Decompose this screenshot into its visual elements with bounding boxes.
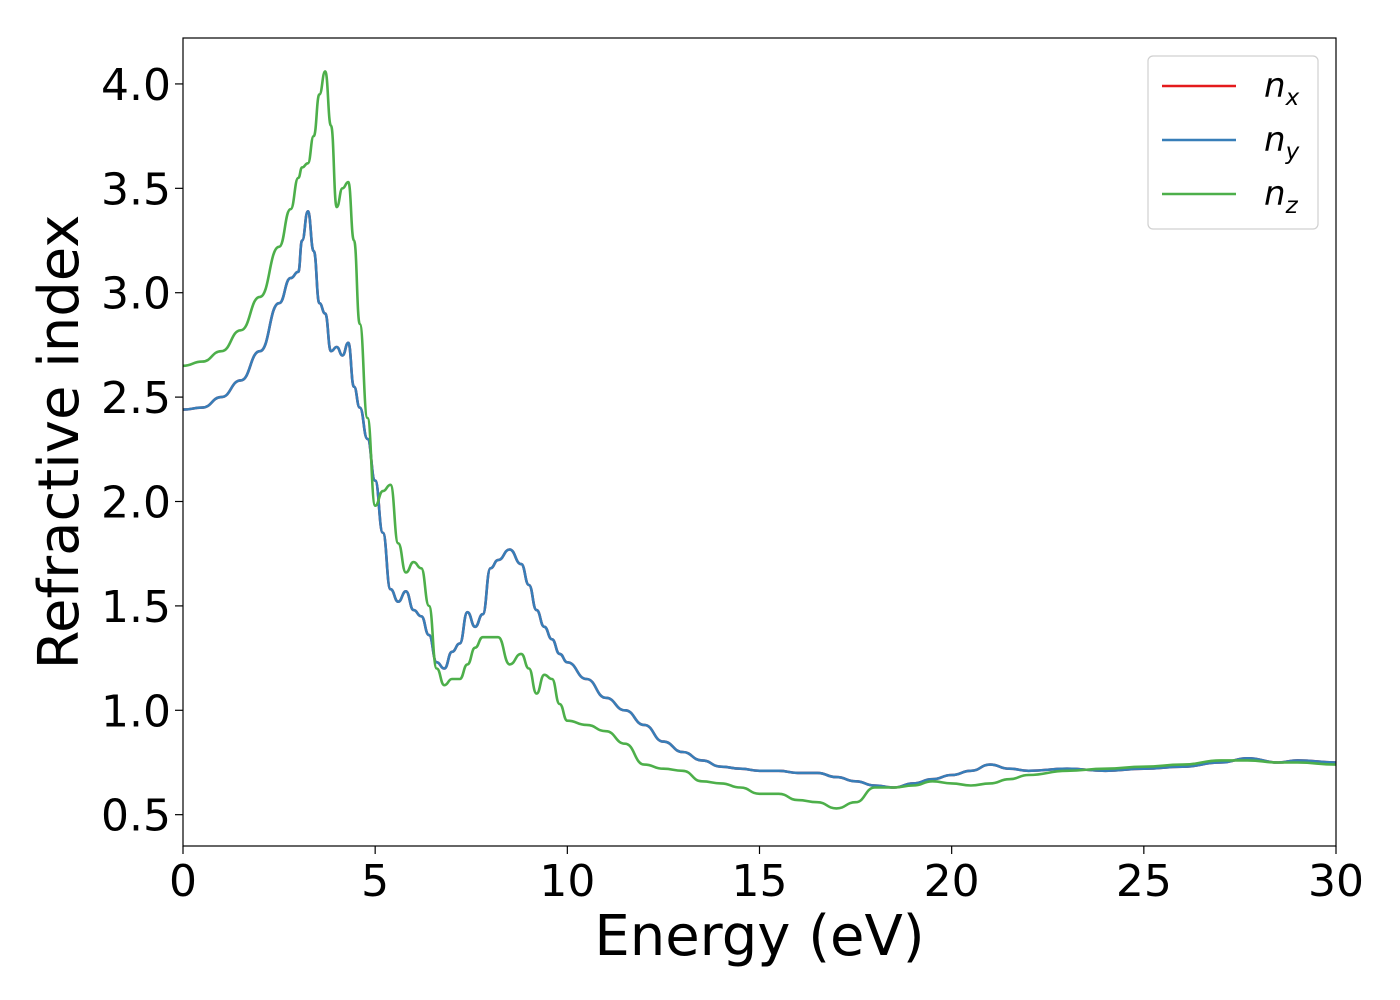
y-tick-label: 2.5 <box>101 373 171 424</box>
legend-label-x: nx <box>1264 66 1300 111</box>
y-tick-label: 1.5 <box>101 582 171 633</box>
y-axis-ticks: 0.5 1.0 1.5 2.0 2.5 3.0 3.5 4.0 <box>101 60 183 842</box>
x-tick-label: 20 <box>924 856 980 907</box>
x-tick-label: 10 <box>539 856 595 907</box>
series-line-x <box>182 210 1337 789</box>
legend-label-y: ny <box>1264 120 1300 165</box>
legend-label-z: nz <box>1264 174 1299 219</box>
legend-label-base: n <box>1264 120 1286 160</box>
series-line-z <box>182 70 1337 810</box>
x-tick-label: 5 <box>361 856 389 907</box>
legend-label-subscript: z <box>1285 193 1299 219</box>
y-axis-title: Refractive index <box>27 215 92 670</box>
x-tick-label: 30 <box>1308 856 1364 907</box>
x-tick-label: 15 <box>732 856 788 907</box>
x-tick-label: 25 <box>1116 856 1172 907</box>
y-tick-label: 1.0 <box>101 686 171 737</box>
y-tick-label: 3.0 <box>101 269 171 320</box>
legend-box <box>1147 55 1319 230</box>
x-axis-title: Energy (eV) <box>594 904 924 969</box>
y-tick-label: 2.0 <box>101 478 171 529</box>
legend-label-subscript: y <box>1285 139 1300 165</box>
legend-label-base: n <box>1264 66 1286 106</box>
y-tick-label: 0.5 <box>101 791 171 842</box>
y-tick-label: 4.0 <box>101 60 171 111</box>
series-line-y <box>182 210 1337 789</box>
y-tick-label: 3.5 <box>101 164 171 215</box>
legend-label-base: n <box>1264 174 1286 214</box>
plot-lines <box>182 70 1337 810</box>
x-tick-label: 0 <box>169 856 197 907</box>
legend-label-subscript: x <box>1285 85 1300 111</box>
x-axis-ticks: 0 5 10 15 20 25 30 <box>169 846 1364 907</box>
